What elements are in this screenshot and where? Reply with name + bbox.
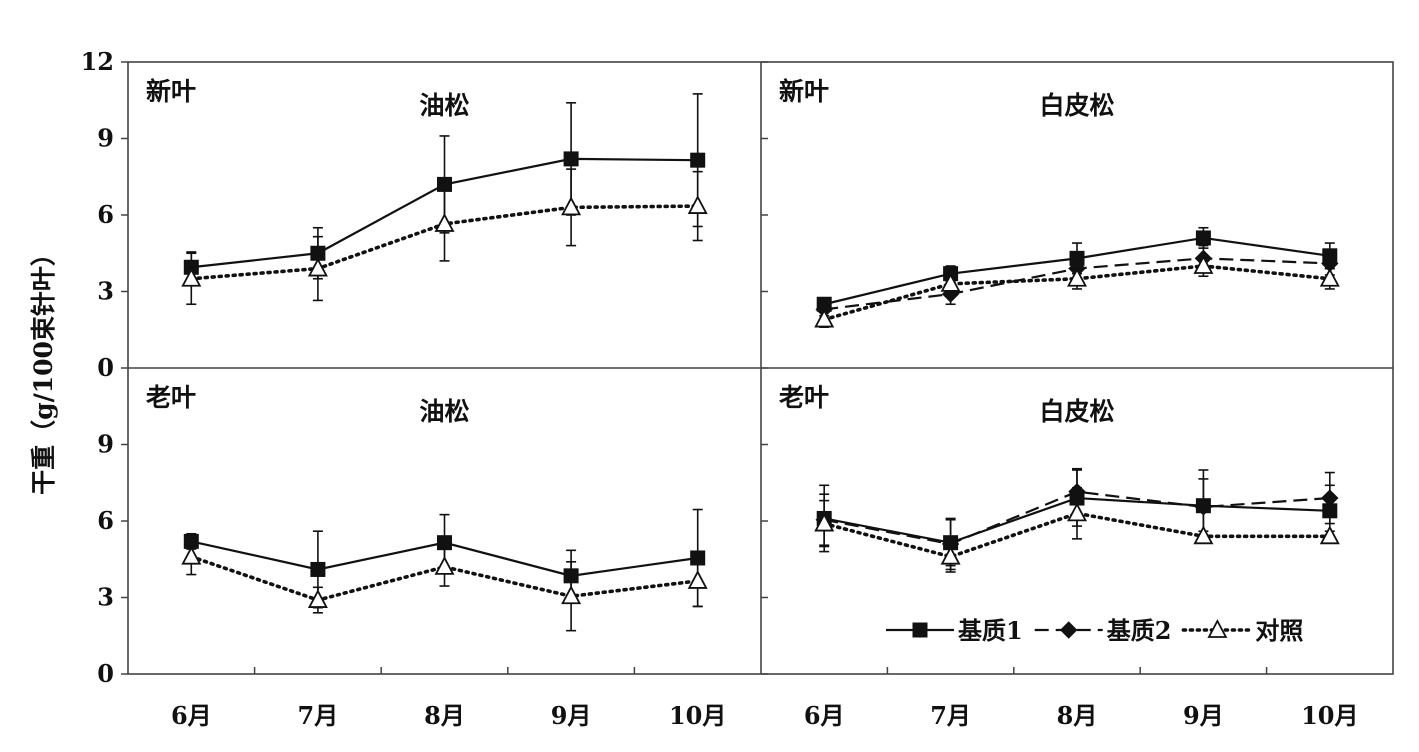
legend-label-对照: 对照 [1255, 616, 1303, 645]
y-tick-label: 0 [97, 353, 114, 382]
x-tick-label: 7月 [930, 701, 971, 730]
legend-label-基质2: 基质2 [1107, 616, 1172, 645]
data-point-对照 [181, 545, 202, 565]
data-point-基质1 [437, 176, 452, 192]
legend-marker-基质2 [1059, 621, 1078, 639]
y-tick-label: 3 [97, 277, 114, 306]
data-point-对照 [561, 196, 582, 216]
panel-species-label: 白皮松 [1039, 397, 1114, 426]
y-axis-title: 干重（g/100束针叶） [29, 241, 58, 495]
legend-entry-基质2: 基质2 [1034, 616, 1172, 645]
data-point-基质1 [690, 152, 706, 168]
data-point-基质1 [690, 550, 706, 566]
panel-leaf-label: 老叶 [779, 383, 829, 412]
panel-leaf-label: 新叶 [146, 77, 196, 106]
data-point-对照 [561, 585, 582, 605]
data-point-基质1 [563, 151, 579, 167]
data-point-基质2 [1068, 482, 1086, 501]
panel-tl: 新叶 油松 [146, 77, 708, 306]
data-point-基质1 [310, 561, 326, 577]
legend-entry-基质1: 基质1 [886, 616, 1023, 645]
data-point-对照 [434, 213, 455, 232]
panel-species-label: 油松 [419, 397, 469, 426]
data-point-对照 [434, 555, 455, 575]
panel-species-label: 白皮松 [1039, 91, 1114, 120]
x-tick-label: 9月 [551, 701, 592, 730]
panel-tr: 新叶 白皮松 [779, 77, 1340, 329]
x-tick-label: 6月 [804, 701, 845, 730]
x-tick-label: 6月 [171, 701, 212, 730]
legend-marker-基质1 [912, 622, 928, 638]
data-point-对照 [814, 308, 835, 328]
panel-leaf-label: 老叶 [146, 383, 196, 412]
y-tick-label: 6 [97, 506, 114, 535]
data-point-对照 [1319, 267, 1340, 287]
data-point-基质1 [563, 568, 579, 584]
panel-bl: 老叶 油松 [146, 383, 708, 632]
x-tick-label: 8月 [424, 701, 465, 730]
y-tick-label: 9 [97, 430, 114, 459]
data-point-基质1 [1195, 230, 1211, 246]
data-point-对照 [687, 570, 708, 589]
legend-marker-对照 [1207, 619, 1228, 638]
data-point-对照 [814, 512, 835, 532]
x-tick-label: 10月 [1301, 701, 1358, 730]
y-tick-label: 9 [97, 124, 114, 153]
panel-br: 老叶 白皮松 [779, 383, 1340, 573]
x-tick-label: 7月 [298, 701, 339, 730]
x-tick-label: 8月 [1057, 701, 1098, 730]
data-point-对照 [940, 272, 961, 292]
x-tick-label: 9月 [1183, 701, 1224, 730]
data-point-对照 [1067, 502, 1087, 522]
panel-leaf-label: 新叶 [779, 77, 829, 106]
data-point-对照 [1193, 525, 1214, 545]
data-point-对照 [1319, 525, 1340, 545]
y-tick-label: 6 [97, 200, 114, 229]
legend: 基质1 基质2 对照 [886, 616, 1303, 645]
y-tick-label: 0 [97, 659, 114, 688]
data-point-对照 [307, 589, 328, 608]
data-point-对照 [181, 267, 202, 287]
panel-species-label: 油松 [419, 91, 469, 120]
data-point-基质2 [1194, 498, 1213, 516]
y-tick-label: 3 [97, 583, 114, 612]
data-point-对照 [307, 257, 328, 277]
y-tick-label: 12 [81, 47, 114, 76]
data-point-对照 [940, 545, 961, 565]
errorbars-对照 [186, 538, 703, 632]
data-point-基质1 [437, 535, 452, 551]
data-point-基质2 [1321, 489, 1339, 507]
legend-label-基质1: 基质1 [958, 616, 1023, 645]
y-axis-title-group: 干重（g/100束针叶） [29, 241, 58, 495]
legend-entry-对照: 对照 [1181, 616, 1303, 645]
x-tick-label: 10月 [669, 701, 726, 730]
data-point-对照 [687, 195, 708, 214]
data-point-对照 [1193, 255, 1214, 274]
data-point-对照 [1067, 267, 1087, 287]
